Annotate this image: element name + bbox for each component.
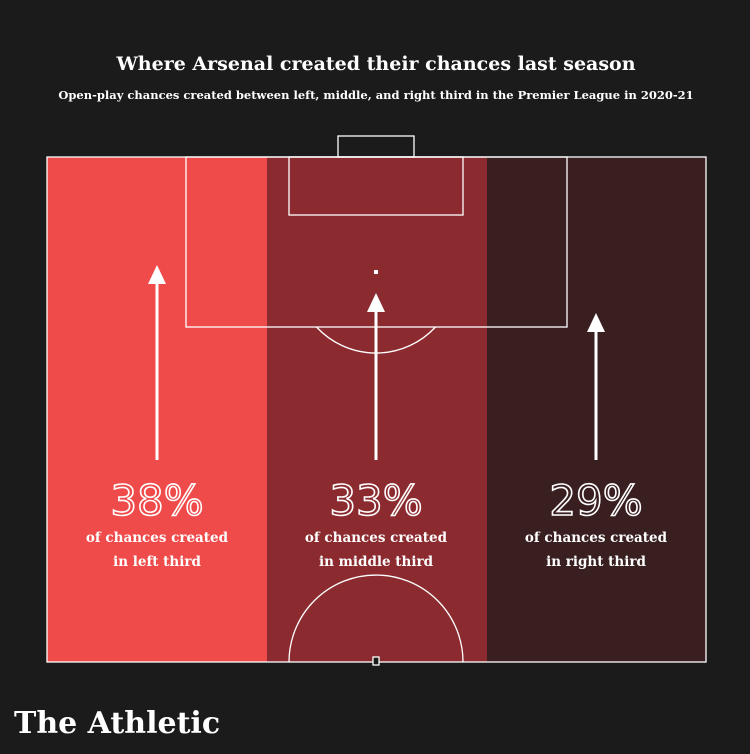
- subtitle: Open-play chances created between left, …: [58, 88, 693, 102]
- zone-text: of chances created: [525, 530, 668, 546]
- centre-spot: [372, 656, 380, 666]
- brand-logo: The Athletic: [14, 706, 220, 741]
- six-yard-box: [288, 156, 464, 216]
- zone-labels: 38% of chances created in left third 33%…: [86, 475, 668, 570]
- zone-text: of chances created: [305, 530, 448, 546]
- zone-value: 33%: [329, 476, 422, 525]
- zone-text: in right third: [546, 554, 646, 570]
- zone-value: 29%: [549, 476, 642, 525]
- centre-circle: [288, 574, 464, 663]
- arrows: [148, 265, 605, 460]
- zone-text: of chances created: [86, 530, 229, 546]
- zone-text: in left third: [113, 554, 201, 570]
- zone-value: 38%: [110, 476, 203, 525]
- arrow-head: [148, 265, 166, 284]
- penalty-spot: [374, 270, 378, 274]
- arrow-head: [587, 313, 605, 332]
- title: Where Arsenal created their chances last…: [115, 53, 635, 75]
- arrow-head: [367, 293, 385, 312]
- zone-text: in middle third: [319, 554, 434, 570]
